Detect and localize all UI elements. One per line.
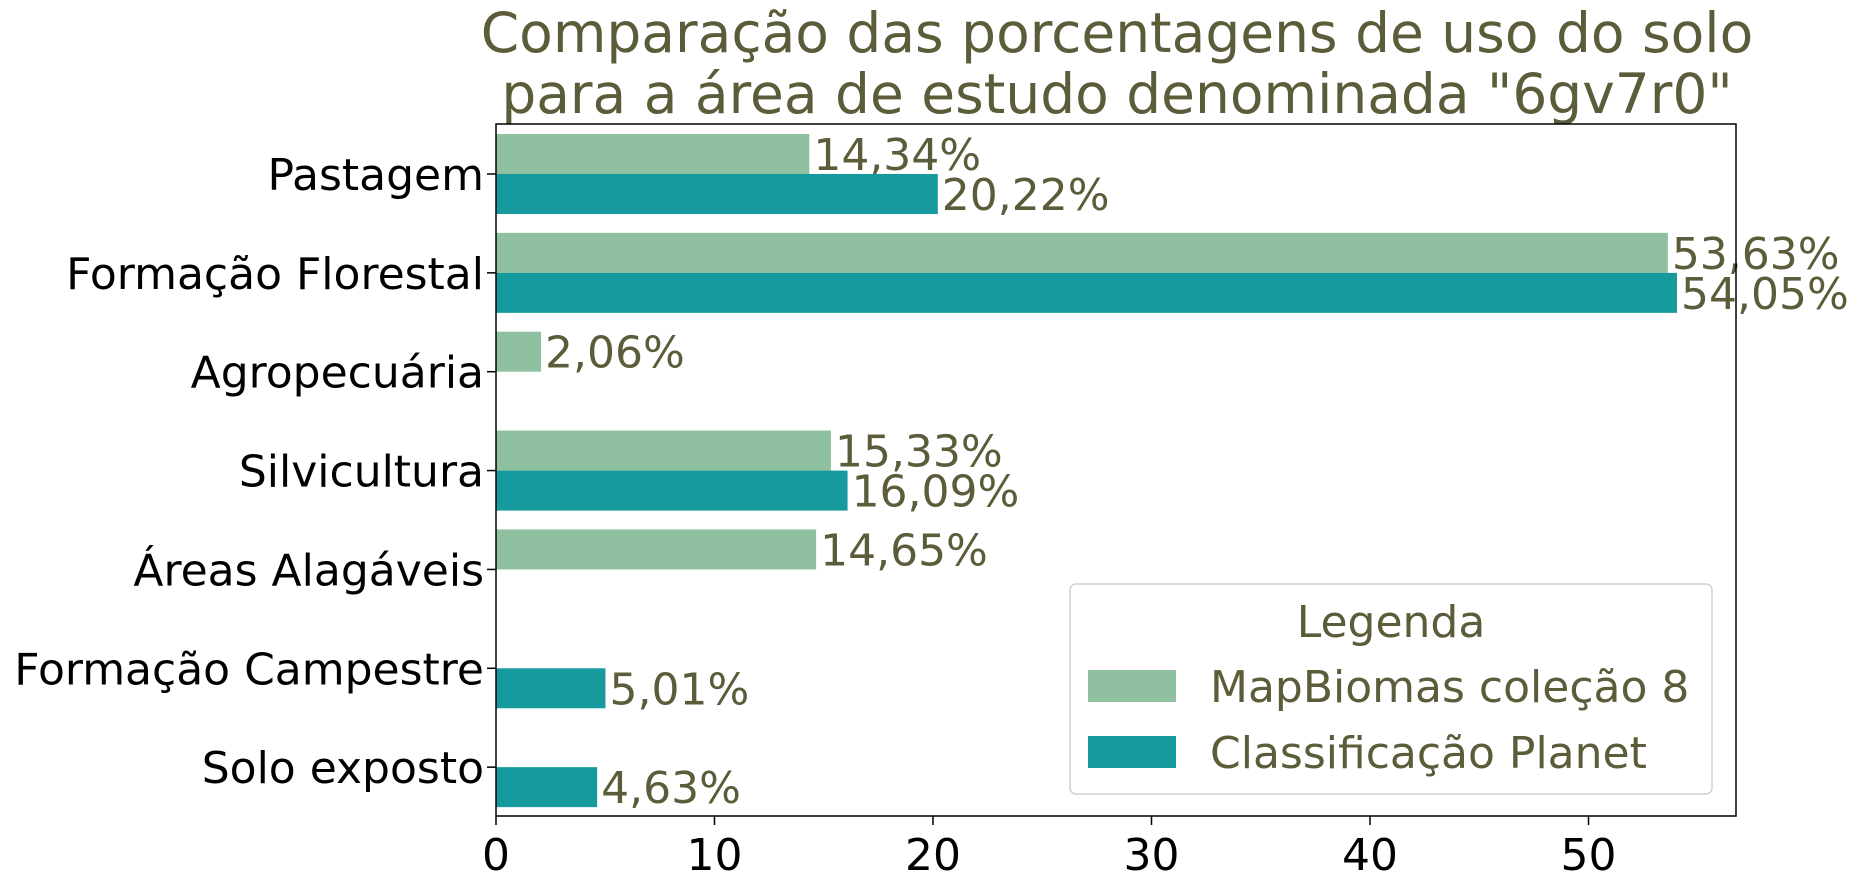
bar-value-label-classificacao-planet-solo-exposto: 4,63%: [601, 763, 741, 814]
x-tick-label-50: 50: [1561, 830, 1617, 879]
bar-value-label-classificacao-planet-formacao-florestal: 54,05%: [1681, 269, 1849, 320]
bars-layer: 14,34%20,22% 53,63%54,05% 2,06% 15,33%16,09…: [496, 130, 1849, 814]
x-tick-label-0: 0: [482, 830, 510, 879]
bar-classificacao-planet-formacao-florestal: [496, 272, 1678, 313]
x-tick-label-10: 10: [687, 830, 743, 879]
bar-mapbiomas-colecao-8-formacao-florestal: [496, 232, 1668, 273]
y-category-label-formacao-campestre: Formação Campestre: [14, 644, 484, 695]
y-category-label-solo-exposto: Solo exposto: [202, 743, 484, 794]
y-category-label-pastagem: Pastagem: [267, 150, 484, 201]
chart-title-line-1: Comparação das porcentagens de uso do so…: [481, 1, 1753, 65]
legend: Legenda MapBiomas coleção 8 Classificaçã…: [1069, 583, 1713, 795]
bar-value-label-mapbiomas-colecao-8-formacao-florestal: 53,63%: [1672, 229, 1840, 280]
bar-classificacao-planet-pastagem: [496, 174, 938, 214]
x-axis: 0 10 20 30 40 50: [482, 816, 1617, 879]
bar-value-label-classificacao-planet-formacao-campestre: 5,01%: [609, 664, 749, 715]
bar-mapbiomas-colecao-8-agropecuaria: [496, 331, 542, 372]
chart-title-line-2: para a área de estudo denominada "6gv7r0…: [501, 62, 1732, 126]
bar-classificacao-planet-silvicultura: [496, 470, 848, 511]
y-category-label-areas-alagaveis: Áreas Alagáveis: [133, 543, 484, 596]
legend-swatch-mapbiomas: [1088, 670, 1176, 702]
bar-value-label-classificacao-planet-silvicultura: 16,09%: [852, 467, 1020, 518]
bar-value-label-classificacao-planet-pastagem: 20,22%: [942, 170, 1110, 221]
x-tick-label-20: 20: [905, 830, 961, 879]
bar-value-label-mapbiomas-colecao-8-silvicultura: 15,33%: [835, 427, 1003, 478]
bar-mapbiomas-colecao-8-areas-alagaveis: [496, 529, 817, 570]
legend-box: [1069, 583, 1713, 795]
x-tick-label-40: 40: [1342, 830, 1398, 879]
legend-swatch-planet: [1088, 736, 1176, 768]
y-category-label-formacao-florestal: Formação Florestal: [66, 249, 484, 300]
legend-label-mapbiomas: MapBiomas coleção 8: [1210, 662, 1689, 713]
bar-value-label-mapbiomas-colecao-8-agropecuaria: 2,06%: [545, 328, 685, 379]
y-category-label-silvicultura: Silvicultura: [239, 447, 484, 498]
bar-classificacao-planet-formacao-campestre: [496, 668, 606, 709]
bar-mapbiomas-colecao-8-silvicultura: [496, 430, 831, 471]
chart-title: Comparação das porcentagens de uso do so…: [481, 1, 1753, 126]
bar-value-label-mapbiomas-colecao-8-pastagem: 14,34%: [813, 130, 981, 181]
bar-value-label-mapbiomas-colecao-8-areas-alagaveis: 14,65%: [820, 525, 988, 576]
y-category-label-agropecuaria: Agropecuária: [191, 348, 484, 399]
y-axis: Pastagem Formação Florestal Agropecuária Si…: [14, 150, 496, 794]
legend-label-planet: Classificação Planet: [1210, 728, 1647, 779]
bar-classificacao-planet-solo-exposto: [496, 767, 598, 808]
legend-title: Legenda: [1297, 597, 1486, 648]
x-tick-label-30: 30: [1124, 830, 1180, 879]
bar-mapbiomas-colecao-8-pastagem: [496, 134, 810, 174]
